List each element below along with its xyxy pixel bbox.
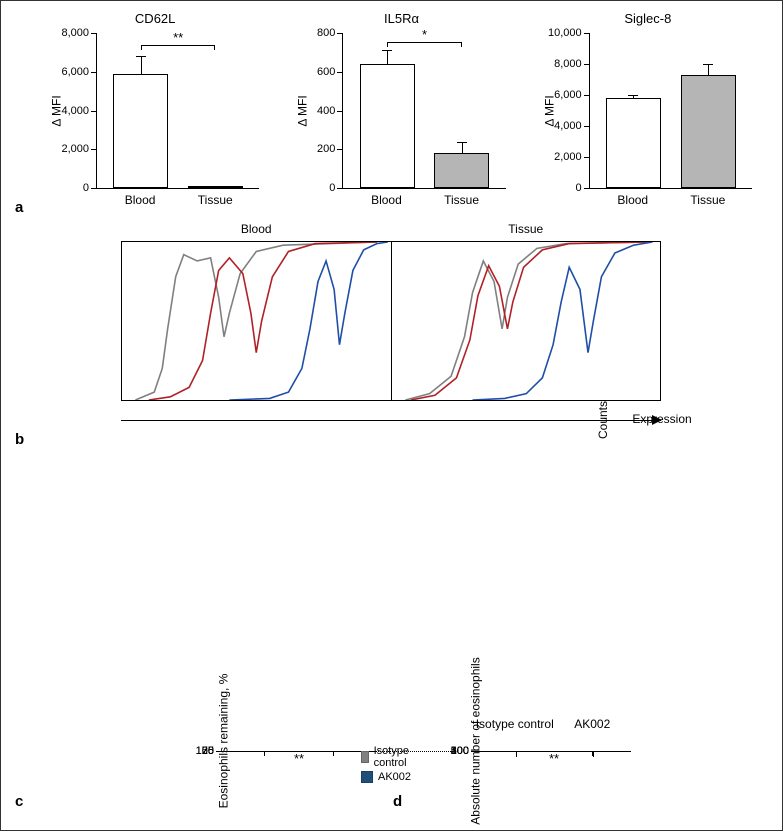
expression-axis-arrowhead: Expression Counts Negative control IL-5R…: [652, 415, 662, 425]
xlabel-d-iso: Isotype control: [476, 717, 554, 731]
hist-svg-blood: [122, 242, 391, 400]
barplot-siglec8: Siglec-8 Δ MFI 02,0004,0006,0008,00010,0…: [534, 11, 762, 211]
xlabel-tissue-2: Tissue: [444, 193, 479, 207]
title-siglec8: Siglec-8: [534, 11, 762, 26]
hist-blood: Blood: [121, 241, 392, 401]
plotarea-c: 0255075100125**: [221, 751, 376, 752]
panel-label-a: a: [15, 199, 23, 216]
xlabel-blood-3: Blood: [617, 193, 648, 207]
xlabel-blood-1: Blood: [125, 193, 156, 207]
title-cd62l: CD62L: [41, 11, 269, 26]
expression-axis-label: Expression: [632, 412, 691, 426]
plotarea-siglec8: 02,0004,0006,0008,00010,000: [589, 33, 752, 189]
plotarea-il5ra: 0200400600800*: [342, 33, 505, 189]
legend-c-item-ak002: AK002: [361, 771, 413, 783]
row-a: CD62L Δ MFI 02,0004,0006,0008,000** Bloo…: [41, 11, 762, 211]
xlabel-tissue-1: Tissue: [198, 193, 233, 207]
hist-title-tissue: Tissue: [392, 222, 661, 236]
panel-label-b: b: [15, 431, 24, 448]
xlabel-tissue-3: Tissue: [690, 193, 725, 207]
legend-c: Isotype control AK002: [361, 745, 413, 785]
hist-title-blood: Blood: [122, 222, 391, 236]
histogram-pair: Blood Tissue: [121, 241, 661, 401]
panel-label-d: d: [393, 793, 402, 810]
xlabel-d-ak002: AK002: [574, 717, 610, 731]
hist-tissue: Tissue: [392, 241, 662, 401]
legend-c-swatch-ak002: [361, 771, 373, 783]
legend-c-label-iso: Isotype control: [374, 745, 414, 769]
plotarea-cd62l: 02,0004,0006,0008,000**: [96, 33, 259, 189]
ylabel-d: Absolute number of eosinophils: [469, 657, 483, 824]
title-il5ra: IL5Rα: [287, 11, 515, 26]
legend-c-item-iso: Isotype control: [361, 745, 413, 769]
legend-c-label-ak002: AK002: [378, 771, 411, 783]
hist-svg-tissue: [392, 242, 661, 400]
ylabel-a2: Δ MFI: [296, 95, 310, 126]
panel-label-c: c: [15, 793, 23, 810]
ylabel-c: Eosinophils remaining, %: [216, 674, 230, 809]
expression-axis-arrow: [121, 420, 661, 421]
plotarea-d: 0100200300400500**: [476, 751, 631, 752]
counts-axis-label: Counts: [596, 401, 610, 439]
barplot-il5ra: IL5Rα Δ MFI 0200400600800* Blood Tissue: [287, 11, 515, 211]
figure-container: a b c d CD62L Δ MFI 02,0004,0006,0008,00…: [0, 0, 783, 831]
row-b: Blood Tissue Expression Counts Negative …: [121, 241, 661, 431]
barplot-cd62l: CD62L Δ MFI 02,0004,0006,0008,000** Bloo…: [41, 11, 269, 211]
xlabel-blood-2: Blood: [371, 193, 402, 207]
legend-c-swatch-iso: [361, 751, 369, 763]
